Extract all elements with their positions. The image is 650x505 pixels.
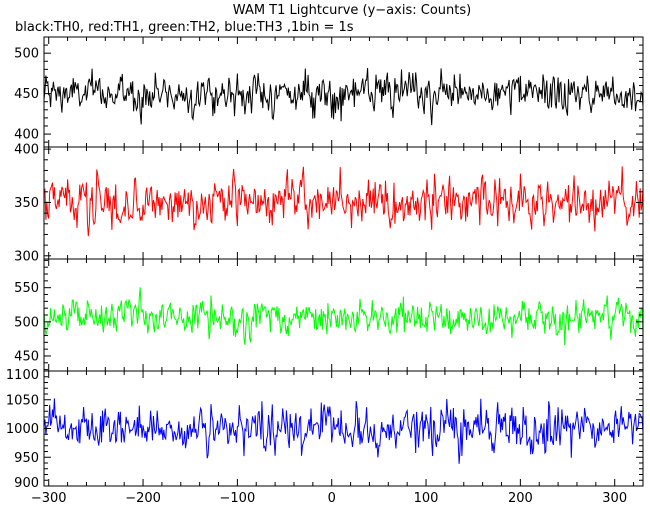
y-tick-label: 450 (14, 87, 39, 102)
y-tick-label: 1100 (6, 368, 39, 383)
y-tick-label: 500 (14, 315, 39, 330)
panel-th1: 300 350 400 (14, 143, 644, 264)
series-line-th3 (44, 398, 643, 464)
y-tick-label: 900 (14, 476, 39, 491)
x-tick-label: 300 (602, 491, 627, 505)
panel-th3: 900 950 1000 1050 1100 −300 −200 −100 0 100 200 300 (6, 368, 644, 505)
chart-title: WAM T1 Lightcurve (y−axis: Counts) (233, 3, 471, 18)
y-tick-label: 1050 (6, 393, 39, 408)
series-line-th2 (44, 287, 643, 346)
chart-subtitle: black:TH0, red:TH1, green:TH2, blue:TH3 … (15, 20, 354, 35)
panels: 4004505003003504004505005509009501000105… (6, 36, 644, 505)
series-line-th1 (44, 166, 643, 237)
panel-frame (43, 370, 644, 487)
x-tick-label: −200 (125, 491, 161, 505)
y-tick-label: 300 (14, 249, 39, 264)
y-tick-label: 350 (14, 196, 39, 211)
panel-th0: 400 450 500 (14, 36, 644, 148)
series-line-th0 (44, 68, 643, 126)
panel-th2: 450 500 550 (14, 258, 644, 372)
y-tick-label: 550 (14, 281, 39, 296)
y-tick-label: 400 (14, 128, 39, 143)
y-tick-label: 400 (14, 143, 39, 158)
y-tick-label: 950 (14, 451, 39, 466)
x-tick-label: −300 (31, 491, 67, 505)
x-tick-label: 100 (414, 491, 439, 505)
x-tick-label: 0 (328, 491, 336, 505)
y-tick-label: 450 (14, 349, 39, 364)
y-tick-label: 500 (14, 47, 39, 62)
x-tick-label: −100 (220, 491, 256, 505)
y-tick-label: 1000 (6, 422, 39, 437)
x-tick-label: 200 (508, 491, 533, 505)
